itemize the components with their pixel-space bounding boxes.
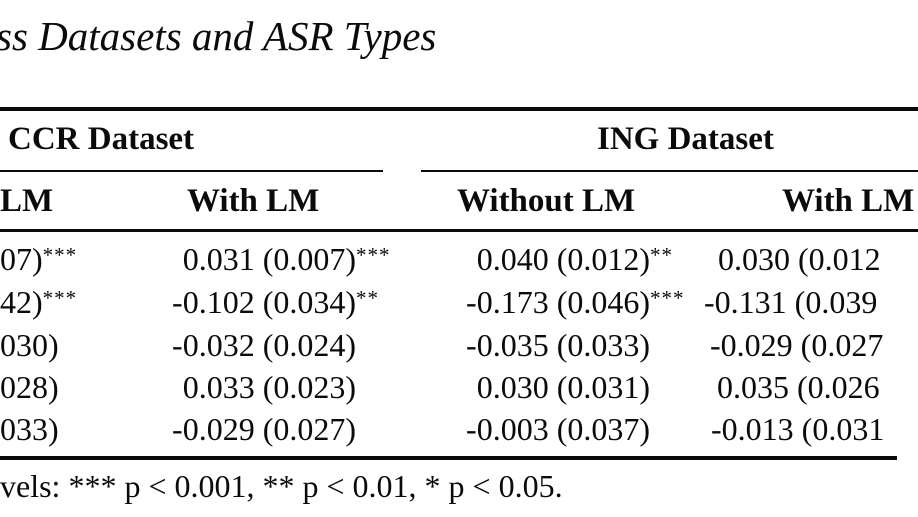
cell-r1-ing-with: 0.030 (0.012 bbox=[718, 242, 881, 276]
cell-r4-ing-without: 0.030 (0.031) bbox=[420, 370, 650, 404]
significance-note-fragment: vels: *** p < 0.001, ** p < 0.01, * p < … bbox=[0, 468, 563, 504]
ccr-group-midrule bbox=[0, 170, 383, 172]
table-top-rule bbox=[0, 107, 918, 111]
cell-r2-ing-with: -0.131 (0.039 bbox=[704, 285, 877, 319]
cell-r1-ccr-without: 07) *** bbox=[0, 241, 76, 277]
cell-r5-ing-with: -0.013 (0.031 bbox=[711, 412, 884, 446]
significance-stars: *** bbox=[650, 286, 685, 310]
cell-value: 42) bbox=[0, 284, 43, 320]
cell-r2-ing-without: -0.173 (0.046) *** bbox=[420, 284, 683, 320]
cell-r5-ing-without: -0.003 (0.037) bbox=[420, 412, 650, 446]
cell-value: -0.029 (0.027) bbox=[172, 411, 356, 447]
cell-value: -0.131 (0.039 bbox=[704, 284, 878, 320]
cell-value: 0.030 (0.031) bbox=[476, 369, 650, 405]
cell-value: -0.032 (0.024) bbox=[172, 327, 356, 363]
cell-r3-ing-without: -0.035 (0.033) bbox=[420, 328, 650, 362]
cell-r5-ccr-with: -0.029 (0.027) bbox=[130, 412, 356, 446]
cell-r3-ing-with: -0.029 (0.027 bbox=[710, 328, 883, 362]
cell-value: 0.033 (0.023) bbox=[182, 369, 356, 405]
significance-stars: *** bbox=[42, 243, 78, 267]
cell-r1-ccr-with: 0.031 (0.007) *** bbox=[130, 241, 390, 277]
significance-stars: *** bbox=[42, 286, 78, 310]
table-caption-fragment: ss Datasets and ASR Types bbox=[0, 13, 437, 59]
cell-value: -0.013 (0.031 bbox=[711, 411, 885, 447]
cell-value: -0.035 (0.033) bbox=[466, 327, 650, 363]
cell-r2-ccr-without: 42) *** bbox=[0, 284, 76, 320]
col-header-ccr-without-lm-fragment: LM bbox=[0, 183, 54, 219]
significance-stars: ** bbox=[650, 243, 673, 267]
cell-value: 033) bbox=[0, 411, 59, 447]
group-header-ccr-dataset: CCR Dataset bbox=[8, 121, 195, 157]
cell-r2-ccr-with: -0.102 (0.034) ** bbox=[130, 284, 378, 320]
col-header-ing-without-lm: Without LM bbox=[457, 183, 636, 219]
cell-value: 0.031 (0.007) bbox=[182, 241, 356, 277]
cell-r4-ccr-with: 0.033 (0.023) bbox=[130, 370, 356, 404]
ing-group-midrule bbox=[421, 170, 918, 172]
cell-value: 07) bbox=[0, 241, 43, 277]
group-header-ing-dataset: ING Dataset bbox=[597, 121, 774, 157]
header-rule bbox=[0, 229, 918, 232]
cell-value: 030) bbox=[0, 327, 59, 363]
cell-value: -0.173 (0.046) bbox=[466, 284, 650, 320]
cell-r4-ing-with: 0.035 (0.026 bbox=[717, 370, 880, 404]
cell-value: 0.035 (0.026 bbox=[717, 369, 880, 405]
cell-value: -0.102 (0.034) bbox=[172, 284, 356, 320]
cell-r4-ccr-without: 028) bbox=[0, 370, 59, 404]
cell-r5-ccr-without: 033) bbox=[0, 412, 59, 446]
cell-value: 0.030 (0.012 bbox=[718, 241, 881, 277]
cell-r3-ccr-without: 030) bbox=[0, 328, 59, 362]
cell-r1-ing-without: 0.040 (0.012) ** bbox=[420, 241, 672, 277]
significance-stars: *** bbox=[356, 243, 391, 267]
cell-value: 0.040 (0.012) bbox=[476, 241, 650, 277]
cell-value: 028) bbox=[0, 369, 59, 405]
cell-value: -0.029 (0.027 bbox=[710, 327, 884, 363]
significance-stars: ** bbox=[356, 286, 379, 310]
table-bottom-rule bbox=[0, 456, 897, 460]
col-header-ing-with-lm: With LM bbox=[782, 183, 915, 219]
cell-value: -0.003 (0.037) bbox=[466, 411, 650, 447]
cell-r3-ccr-with: -0.032 (0.024) bbox=[130, 328, 356, 362]
col-header-ccr-with-lm: With LM bbox=[187, 183, 320, 219]
